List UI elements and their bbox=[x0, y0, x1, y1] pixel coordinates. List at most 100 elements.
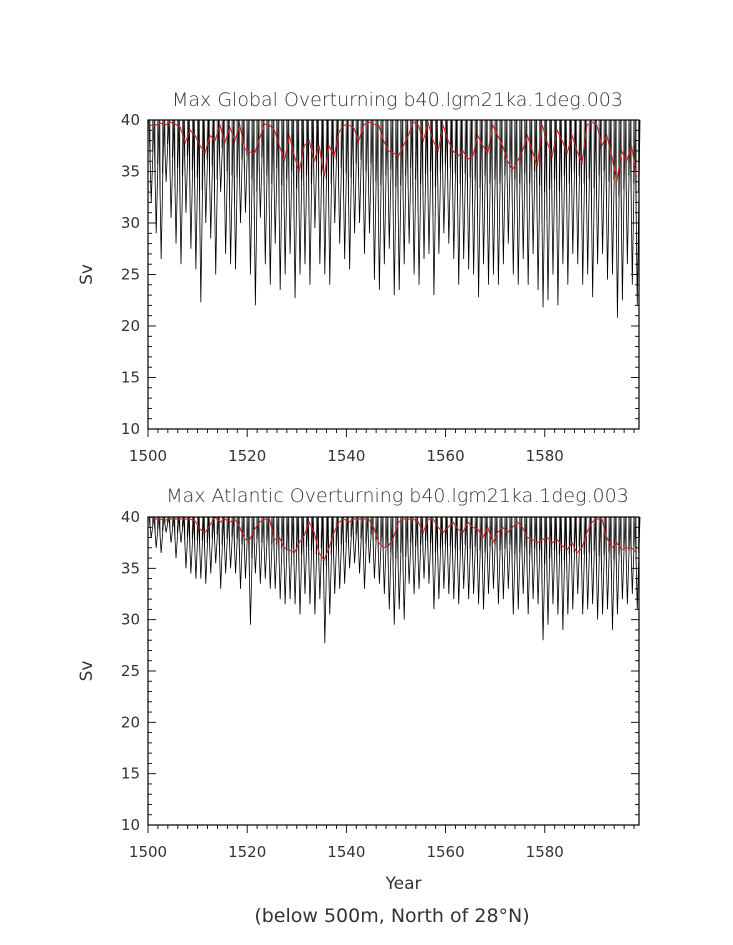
monthly-spike bbox=[158, 119, 165, 260]
annual-mean-point bbox=[551, 155, 553, 157]
annual-mean-point bbox=[189, 518, 191, 520]
x-tick-label: 1540 bbox=[327, 447, 365, 465]
annual-mean-point bbox=[259, 521, 260, 523]
annual-mean-point bbox=[229, 126, 231, 128]
monthly-spike bbox=[446, 119, 452, 244]
monthly-spike bbox=[446, 516, 452, 595]
monthly-spike bbox=[158, 516, 165, 553]
annual-mean-point bbox=[224, 518, 226, 520]
monthly-spike bbox=[332, 119, 338, 224]
annual-mean-point bbox=[323, 176, 325, 178]
annual-mean-point bbox=[338, 521, 340, 523]
y-tick-label: 40 bbox=[121, 508, 140, 526]
monthly-spike bbox=[381, 119, 388, 265]
monthly-spike bbox=[406, 119, 413, 244]
annual-mean-point bbox=[437, 150, 439, 152]
x-tick-label: 1580 bbox=[526, 447, 564, 465]
monthly-spike bbox=[590, 119, 596, 298]
annual-mean-point bbox=[164, 124, 166, 126]
monthly-spike bbox=[198, 119, 204, 303]
monthly-spike bbox=[451, 119, 457, 260]
annual-mean-point bbox=[606, 537, 608, 538]
annual-mean-point bbox=[164, 519, 166, 521]
monthly-spike bbox=[441, 516, 447, 589]
monthly-spike bbox=[237, 516, 244, 589]
annual-mean-point bbox=[467, 158, 469, 160]
monthly-spike bbox=[609, 119, 616, 275]
annual-mean-point bbox=[546, 142, 548, 144]
monthly-spike bbox=[208, 119, 214, 239]
y-axis-label: Sv bbox=[77, 661, 97, 682]
annual-mean-point bbox=[502, 145, 504, 147]
monthly-spike bbox=[262, 516, 269, 579]
monthly-spike bbox=[629, 516, 636, 595]
monthly-spike bbox=[252, 119, 259, 306]
monthly-spike bbox=[461, 119, 467, 260]
annual-mean-point bbox=[462, 150, 464, 152]
monthly-spike bbox=[485, 516, 492, 595]
monthly-spike bbox=[327, 516, 333, 615]
annual-mean-point bbox=[234, 518, 236, 520]
monthly-spike bbox=[163, 119, 170, 182]
monthly-spike bbox=[490, 516, 497, 589]
annual-mean-point bbox=[293, 155, 295, 157]
annual-mean-point bbox=[522, 150, 523, 152]
annual-mean-point bbox=[522, 526, 523, 528]
annual-mean-point bbox=[159, 122, 161, 124]
monthly-spike bbox=[173, 516, 180, 559]
x-tick-label: 1540 bbox=[327, 843, 365, 861]
annual-mean-point bbox=[383, 140, 384, 142]
annual-mean-point bbox=[169, 121, 171, 123]
annual-mean-point bbox=[328, 547, 330, 549]
annual-mean-point bbox=[179, 126, 181, 128]
annual-mean-point bbox=[239, 526, 241, 528]
monthly-spike bbox=[560, 119, 567, 265]
monthly-spike bbox=[575, 119, 581, 265]
annual-mean-point bbox=[462, 532, 464, 533]
monthly-spike bbox=[540, 119, 547, 308]
monthly-spike bbox=[466, 119, 472, 270]
monthly-spike bbox=[555, 516, 562, 615]
annual-mean-point bbox=[601, 518, 603, 520]
annual-mean-point bbox=[373, 123, 375, 125]
monthly-spike bbox=[520, 516, 527, 595]
monthly-spike bbox=[237, 119, 244, 224]
annual-mean-point bbox=[249, 539, 251, 540]
monthly-spike bbox=[168, 119, 175, 218]
monthly-spike bbox=[585, 516, 591, 610]
annual-mean-point bbox=[398, 521, 399, 523]
annual-mean-point bbox=[393, 537, 394, 538]
annual-mean-point bbox=[313, 532, 315, 533]
monthly-spike bbox=[485, 119, 492, 285]
annual-mean-point bbox=[204, 532, 206, 533]
monthly-spike bbox=[257, 516, 264, 584]
monthly-spike bbox=[500, 516, 507, 600]
annual-mean-point bbox=[288, 549, 290, 551]
monthly-spike bbox=[505, 516, 512, 589]
monthly-spike bbox=[178, 119, 185, 265]
annual-mean-point bbox=[298, 542, 300, 544]
annual-mean-point bbox=[596, 518, 598, 520]
annual-mean-point bbox=[551, 542, 553, 544]
annual-mean-point bbox=[254, 528, 256, 530]
annual-mean-point bbox=[403, 145, 404, 147]
annual-mean-point bbox=[531, 539, 533, 540]
annual-mean-point bbox=[422, 140, 424, 142]
annual-mean-point bbox=[531, 150, 533, 152]
annual-mean-point bbox=[189, 129, 191, 131]
annual-mean-point bbox=[159, 518, 161, 520]
monthly-spike bbox=[619, 516, 626, 600]
panel-1-title: Max Global Overturning b40.lgm21ka.1deg.… bbox=[172, 89, 623, 111]
y-tick-label: 20 bbox=[121, 713, 140, 731]
monthly-spike bbox=[257, 119, 264, 218]
monthly-spike bbox=[277, 119, 284, 290]
annual-mean-point bbox=[546, 537, 548, 538]
y-tick-label: 10 bbox=[121, 816, 140, 834]
monthly-spike bbox=[540, 516, 547, 641]
monthly-spike bbox=[262, 119, 269, 265]
annual-mean-point bbox=[527, 135, 528, 136]
annual-mean-point bbox=[209, 135, 211, 136]
annual-mean-point bbox=[472, 155, 474, 157]
annual-mean-point bbox=[541, 124, 543, 126]
annual-mean-point bbox=[407, 135, 409, 136]
